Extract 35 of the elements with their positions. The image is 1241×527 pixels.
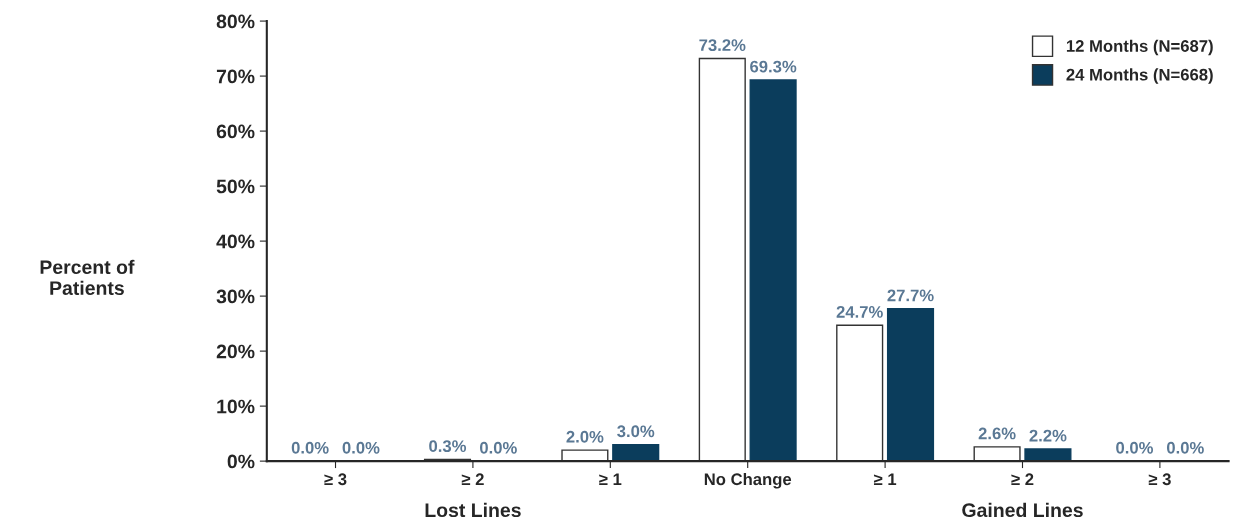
data-label: 69.3% bbox=[750, 60, 797, 73]
data-label: 73.2% bbox=[699, 39, 746, 52]
data-label: 24.7% bbox=[836, 306, 883, 318]
x-tick-label: ≥ 3 bbox=[1148, 473, 1171, 486]
data-label: 0.0% bbox=[291, 441, 329, 454]
x-tick-label: ≥ 3 bbox=[324, 473, 347, 486]
y-tick-label: 10% bbox=[217, 399, 255, 414]
data-label: 0.0% bbox=[1116, 441, 1154, 454]
data-label: 0.0% bbox=[479, 441, 517, 454]
legend-label: 12 Months (N=687) bbox=[1066, 39, 1213, 56]
y-tick-label: 80% bbox=[216, 14, 255, 29]
y-tick-label: 30% bbox=[216, 289, 255, 304]
y-tick-label: 0% bbox=[227, 454, 255, 469]
y-tick-label: 70% bbox=[216, 69, 255, 84]
x-tick-label: ≥ 2 bbox=[461, 473, 484, 486]
text: Lost Lines bbox=[425, 502, 521, 518]
y-tick-label: 50% bbox=[216, 179, 255, 194]
x-tick-label: ≥ 1 bbox=[599, 473, 622, 486]
y-tick-label: 20% bbox=[216, 344, 255, 359]
data-label: 3.0% bbox=[617, 425, 655, 438]
y-tick-label: 60% bbox=[216, 124, 255, 139]
x-tick-label: ≥ 2 bbox=[1011, 473, 1034, 486]
x-tick-label: No Change bbox=[704, 472, 792, 489]
y-tick-label: 40% bbox=[216, 234, 255, 249]
data-label: 2.0% bbox=[566, 430, 604, 443]
data-label: 0.0% bbox=[1166, 441, 1204, 454]
data-label: 0.0% bbox=[342, 441, 380, 454]
data-label: 2.6% bbox=[978, 427, 1016, 440]
data-label: 2.2% bbox=[1029, 429, 1067, 442]
x-tick-label: ≥ 1 bbox=[873, 473, 897, 486]
legend-label: 24 Months (N=668) bbox=[1066, 68, 1213, 84]
text: Gained Lines bbox=[962, 502, 1083, 518]
y-axis-title: Percent of Patients bbox=[40, 259, 135, 295]
data-label: 0.3% bbox=[429, 440, 467, 453]
data-label: 27.7% bbox=[887, 289, 934, 302]
